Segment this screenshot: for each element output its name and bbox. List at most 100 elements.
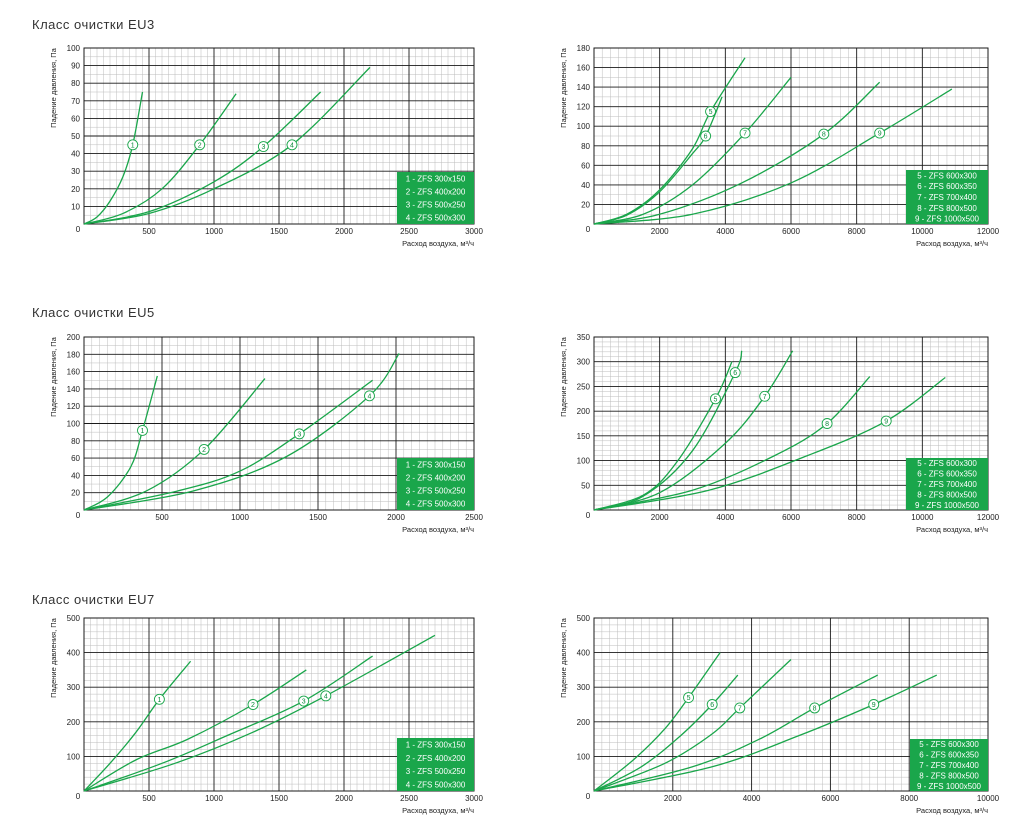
legend-box bbox=[397, 458, 474, 510]
series-marker-label-8: 8 bbox=[822, 132, 826, 139]
y-tick-label: 50 bbox=[581, 481, 590, 490]
y-tick-label: 90 bbox=[71, 62, 80, 71]
series-marker-label-4: 4 bbox=[324, 693, 328, 700]
x-tick-label: 2000 bbox=[335, 227, 353, 236]
legend-box bbox=[397, 738, 474, 791]
x-tick-label: 8000 bbox=[848, 513, 866, 522]
series-marker-label-2: 2 bbox=[198, 142, 202, 149]
x-tick-label: 1500 bbox=[270, 227, 288, 236]
y-tick-label: 180 bbox=[577, 44, 591, 53]
x-axis-label: Расход воздуха, м³/ч bbox=[402, 806, 474, 815]
x-tick-label: 8000 bbox=[900, 794, 918, 803]
y-tick-label: 20 bbox=[71, 489, 80, 498]
y-tick-label: 400 bbox=[67, 649, 81, 658]
x-axis-label: Расход воздуха, м³/ч bbox=[402, 525, 474, 534]
series-marker-label-3: 3 bbox=[261, 144, 265, 151]
y-axis-label: Падение давления, Па bbox=[559, 47, 568, 128]
x-axis-label: Расход воздуха, м³/ч bbox=[916, 806, 988, 815]
x-tick-label: 3000 bbox=[465, 227, 483, 236]
legend-entry: 8 - ZFS 800x500 bbox=[917, 204, 977, 213]
series-line-6 bbox=[593, 350, 743, 511]
series-line-8 bbox=[593, 674, 878, 792]
plot-frame bbox=[593, 336, 989, 511]
x-tick-label: 6000 bbox=[822, 794, 840, 803]
chart-1: 500 1000 1500 2000 2500 300010203040506070809… bbox=[49, 44, 483, 248]
series-line-2 bbox=[83, 93, 237, 225]
section-title-eu5: Класс очистки EU5 bbox=[32, 305, 155, 320]
series-marker-label-6: 6 bbox=[704, 134, 708, 141]
x-tick-label: 10000 bbox=[911, 227, 934, 236]
plot-frame bbox=[593, 617, 989, 792]
series-marker-label-1: 1 bbox=[131, 142, 135, 149]
legend-entry: 5 - ZFS 600x300 bbox=[917, 459, 977, 468]
y-tick-label: 120 bbox=[577, 103, 591, 112]
series-line-9 bbox=[593, 377, 946, 511]
series-line-1 bbox=[83, 375, 158, 511]
series-marker-1 bbox=[137, 424, 148, 436]
series-marker-4 bbox=[320, 690, 332, 702]
series-marker-2 bbox=[247, 699, 259, 710]
legend-entry: 5 - ZFS 600x300 bbox=[917, 171, 977, 180]
x-tick-label: 500 bbox=[142, 227, 156, 236]
series-marker-label-4: 4 bbox=[368, 393, 372, 400]
series-line-3 bbox=[83, 91, 322, 225]
x-tick-label: 1000 bbox=[205, 227, 223, 236]
x-tick-label: 4000 bbox=[743, 794, 761, 803]
series-line-9 bbox=[593, 88, 953, 225]
y-tick-label: 100 bbox=[577, 752, 591, 761]
y-tick-label: 80 bbox=[71, 437, 80, 446]
series-line-3 bbox=[83, 655, 373, 792]
series-marker-label-3: 3 bbox=[302, 699, 306, 706]
y-tick-label: 140 bbox=[67, 385, 81, 394]
legend-entry: 3 - ZFS 500x250 bbox=[406, 487, 466, 496]
x-tick-label: 500 bbox=[142, 794, 156, 803]
series-line-5 bbox=[593, 652, 721, 792]
x-tick-label: 2000 bbox=[664, 794, 682, 803]
x-tick-label: 8000 bbox=[848, 227, 866, 236]
series-marker-label-2: 2 bbox=[251, 702, 255, 709]
series-line-5 bbox=[593, 57, 746, 225]
series-marker-label-7: 7 bbox=[763, 394, 767, 401]
x-tick-label: 12000 bbox=[977, 513, 1000, 522]
y-tick-label: 120 bbox=[67, 402, 81, 411]
y-tick-label: 20 bbox=[581, 200, 590, 209]
legend-entry: 4 - ZFS 500x300 bbox=[406, 500, 466, 509]
y-tick-label: 160 bbox=[577, 64, 591, 73]
y-tick-label: 40 bbox=[581, 181, 590, 190]
y-tick-label: 250 bbox=[577, 382, 591, 391]
series-marker-6 bbox=[729, 367, 741, 379]
series-marker-7 bbox=[759, 390, 771, 402]
series-marker-2 bbox=[194, 139, 206, 151]
x-tick-label: 2000 bbox=[651, 227, 669, 236]
y-tick-label: 160 bbox=[67, 368, 81, 377]
series-marker-label-7: 7 bbox=[743, 131, 747, 138]
y-axis-label: Падение давления, Па bbox=[559, 617, 568, 698]
series-line-6 bbox=[593, 674, 739, 792]
legend-box bbox=[906, 458, 988, 510]
y-tick-label: 500 bbox=[577, 614, 591, 623]
legend-entry: 2 - ZFS 400x200 bbox=[406, 474, 466, 483]
series-line-1 bbox=[83, 660, 192, 792]
series-marker-label-5: 5 bbox=[687, 695, 691, 702]
legend-box bbox=[906, 170, 988, 224]
series-line-8 bbox=[593, 376, 871, 511]
x-tick-label: 2000 bbox=[651, 513, 669, 522]
x-tick-label: 2000 bbox=[387, 513, 405, 522]
section-title-eu7: Класс очистки EU7 bbox=[32, 592, 155, 607]
x-tick-label: 10000 bbox=[977, 794, 1000, 803]
series-marker-label-7: 7 bbox=[738, 705, 742, 712]
series-line-4 bbox=[83, 634, 436, 792]
series-line-1 bbox=[83, 91, 144, 225]
origin-label: 0 bbox=[586, 511, 591, 520]
legend-box bbox=[397, 172, 474, 224]
y-tick-label: 100 bbox=[67, 420, 81, 429]
legend-box bbox=[910, 739, 988, 791]
series-marker-label-8: 8 bbox=[813, 705, 817, 712]
series-line-8 bbox=[593, 81, 881, 225]
y-tick-label: 350 bbox=[577, 333, 591, 342]
origin-label: 0 bbox=[76, 792, 81, 801]
series-marker-1 bbox=[127, 139, 139, 151]
chart-2: 2000 4000 6000 8000 10000 1200020406080100120… bbox=[559, 44, 1000, 248]
y-tick-label: 300 bbox=[67, 683, 81, 692]
